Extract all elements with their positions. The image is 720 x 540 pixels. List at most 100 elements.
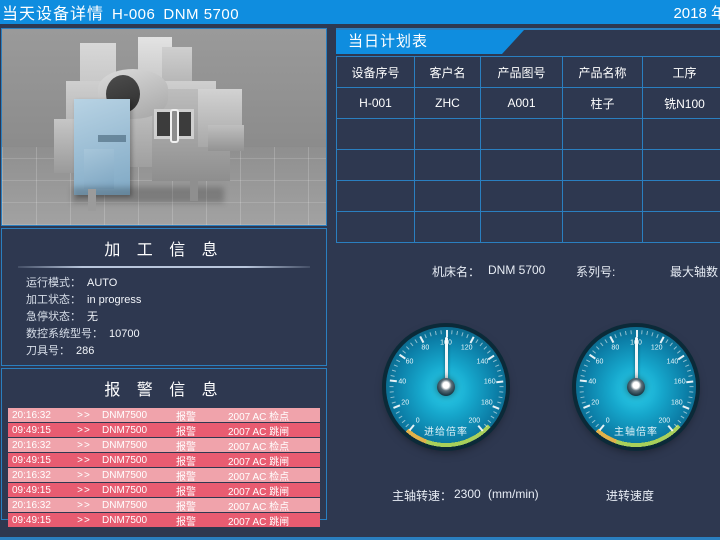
- machine-right-block-lower: [208, 125, 244, 151]
- process-row-label: 加工状态：: [26, 294, 81, 306]
- process-row-value: AUTO: [87, 277, 118, 289]
- plan-table-cell: 铣N100: [642, 87, 720, 119]
- gauge-tick-label: 40: [588, 378, 597, 386]
- spindle-speed-unit: (mm/min): [488, 487, 539, 501]
- plan-table-cell: [336, 118, 415, 150]
- spindle-override-gauge[interactable]: 主轴倍率 0 20 40 60 80 100 120 140 160 180 200: [572, 323, 700, 451]
- process-info-panel: 加 工 信 息 运行模式： AUTO 加工状态： in progress 急停状态： 无数…: [1, 228, 327, 366]
- plan-table-row[interactable]: [336, 211, 720, 243]
- plan-column-header: 产品名称: [562, 56, 643, 88]
- gauge-tick-label: 140: [476, 358, 489, 366]
- alarm-row[interactable]: 20:16:32 >> DNM7500 报警 2007 AC 检点: [8, 408, 320, 423]
- feed-override-gauge[interactable]: 进给倍率 0 20 40 60 80 100 120 140 160 180 200: [382, 323, 510, 451]
- alarm-code: 2007 AC 跳闸: [228, 456, 290, 468]
- plan-table-cell: [562, 180, 643, 212]
- plan-column-header: 工序: [642, 56, 720, 88]
- alarm-time: 09:49:15: [12, 424, 51, 436]
- plan-table-row[interactable]: [336, 118, 720, 150]
- gauge-tick-label: 100: [440, 339, 452, 347]
- process-info-title: 加 工 信 息: [104, 242, 224, 259]
- header-date: 2018 年: [673, 5, 720, 22]
- alarm-row[interactable]: 20:16:32 >> DNM7500 报警 2007 AC 检点: [8, 438, 320, 453]
- alarm-info-panel: 报 警 信 息 20:16:32 >> DNM7500 报警 2007 AC 检点 09:…: [1, 368, 327, 528]
- plan-column-header: 客户名: [414, 56, 481, 88]
- alarm-code: 2007 AC 跳闸: [228, 516, 290, 528]
- machine-leg-right: [190, 179, 198, 201]
- gauge-tick-label: 80: [421, 344, 430, 352]
- header-left-group: 当天设备详情 H-006 DNM 5700: [0, 0, 239, 24]
- plan-table-cell: [414, 180, 481, 212]
- plan-table-cell: [480, 149, 563, 181]
- plan-table-row[interactable]: [336, 149, 720, 181]
- machine-shadow: [72, 187, 224, 203]
- alarm-arrow-icon: >>: [77, 409, 91, 421]
- plan-table-cell: [642, 149, 720, 181]
- machine-leg-left: [88, 189, 96, 211]
- alarm-time: 09:49:15: [12, 484, 51, 496]
- gauge-tick-label: 40: [398, 378, 407, 386]
- alarm-row[interactable]: 09:49:15 >> DNM7500 报警 2007 AC 跳闸: [8, 513, 320, 528]
- gauge-tick-label: 80: [611, 344, 620, 352]
- alarm-device: DNM7500: [102, 484, 148, 496]
- alarm-device: DNM7500: [102, 454, 148, 466]
- process-row-label: 数控系统型号：: [26, 328, 103, 340]
- gauge-tick-label: 140: [666, 358, 679, 366]
- process-info-row: 数控系统型号： 10700: [26, 326, 326, 343]
- header-device-code: H-006: [112, 6, 156, 23]
- tab-daily-plan[interactable]: 当日计划表: [336, 30, 524, 54]
- header-device-model: DNM 5700: [163, 6, 240, 23]
- alarm-arrow-icon: >>: [77, 439, 91, 451]
- alarm-time: 09:49:15: [12, 454, 51, 466]
- alarm-type: 报警: [176, 411, 196, 423]
- plan-table-header-row: 设备序号 客户名 产品图号 产品名称 工序: [336, 56, 720, 88]
- alarm-row[interactable]: 09:49:15 >> DNM7500 报警 2007 AC 跳闸: [8, 453, 320, 468]
- gauge-tick-label: 20: [401, 399, 410, 407]
- alarm-row[interactable]: 09:49:15 >> DNM7500 报警 2007 AC 跳闸: [8, 483, 320, 498]
- gauge-tick: [445, 327, 448, 387]
- plan-table-row[interactable]: [336, 180, 720, 212]
- alarm-info-list[interactable]: 20:16:32 >> DNM7500 报警 2007 AC 检点 09:49:15 >> D…: [2, 408, 326, 528]
- plan-table-cell: A001: [480, 87, 563, 119]
- machine-door-handle: [170, 109, 179, 143]
- plan-table-cell: ZHC: [414, 87, 481, 119]
- process-row-label: 急停状态：: [26, 311, 81, 323]
- alarm-row[interactable]: 20:16:32 >> DNM7500 报警 2007 AC 检点: [8, 498, 320, 513]
- plan-table-row[interactable]: H-001 ZHC A001 柱子 铣N100: [336, 87, 720, 119]
- top-header-bar: 当天设备详情 H-006 DNM 5700 2018 年: [0, 0, 720, 24]
- alarm-type: 报警: [176, 426, 196, 438]
- alarm-row[interactable]: 20:16:32 >> DNM7500 报警 2007 AC 检点: [8, 468, 320, 483]
- process-info-row: 刀具号： 286: [26, 343, 326, 360]
- alarm-arrow-icon: >>: [77, 514, 91, 526]
- alarm-code: 2007 AC 跳闸: [228, 426, 290, 438]
- spindle-speed-value: 2300: [454, 487, 481, 501]
- alarm-row[interactable]: 09:49:15 >> DNM7500 报警 2007 AC 跳闸: [8, 423, 320, 438]
- feed-gauge-label: 进给倍率: [424, 427, 468, 438]
- alarm-time: 20:16:32: [12, 469, 51, 481]
- alarm-arrow-icon: >>: [77, 484, 91, 496]
- daily-plan-table: 设备序号 客户名 产品图号 产品名称 工序 H-001 ZHC A001 柱子 铣N100: [336, 56, 720, 243]
- alarm-time: 20:16:32: [12, 499, 51, 511]
- gauge-tick-label: 120: [460, 344, 473, 352]
- alarm-type: 报警: [176, 441, 196, 453]
- process-info-row: 运行模式： AUTO: [26, 275, 326, 292]
- plan-table-cell: [336, 211, 415, 243]
- plan-column-header: 产品图号: [480, 56, 563, 88]
- machine-left-block: [54, 119, 76, 173]
- alarm-code: 2007 AC 跳闸: [228, 486, 290, 498]
- gauge-tick-label: 180: [670, 399, 683, 407]
- gauge-tick-label: 60: [595, 358, 604, 366]
- process-row-value: 无: [87, 311, 98, 323]
- process-row-value: 286: [76, 345, 95, 357]
- alarm-type: 报警: [176, 471, 196, 483]
- plan-table-cell: [642, 180, 720, 212]
- gauge-tick-label: 0: [415, 417, 420, 425]
- process-title-divider: [18, 266, 310, 268]
- gauge-tick-label: 120: [650, 344, 663, 352]
- gauge-tick-label: 100: [630, 339, 642, 347]
- plan-table-cell: [480, 118, 563, 150]
- spindle-gauge-hub: [627, 378, 645, 396]
- plan-table-cell: [336, 149, 415, 181]
- process-row-value: in progress: [87, 294, 142, 306]
- plan-table-cell: [414, 118, 481, 150]
